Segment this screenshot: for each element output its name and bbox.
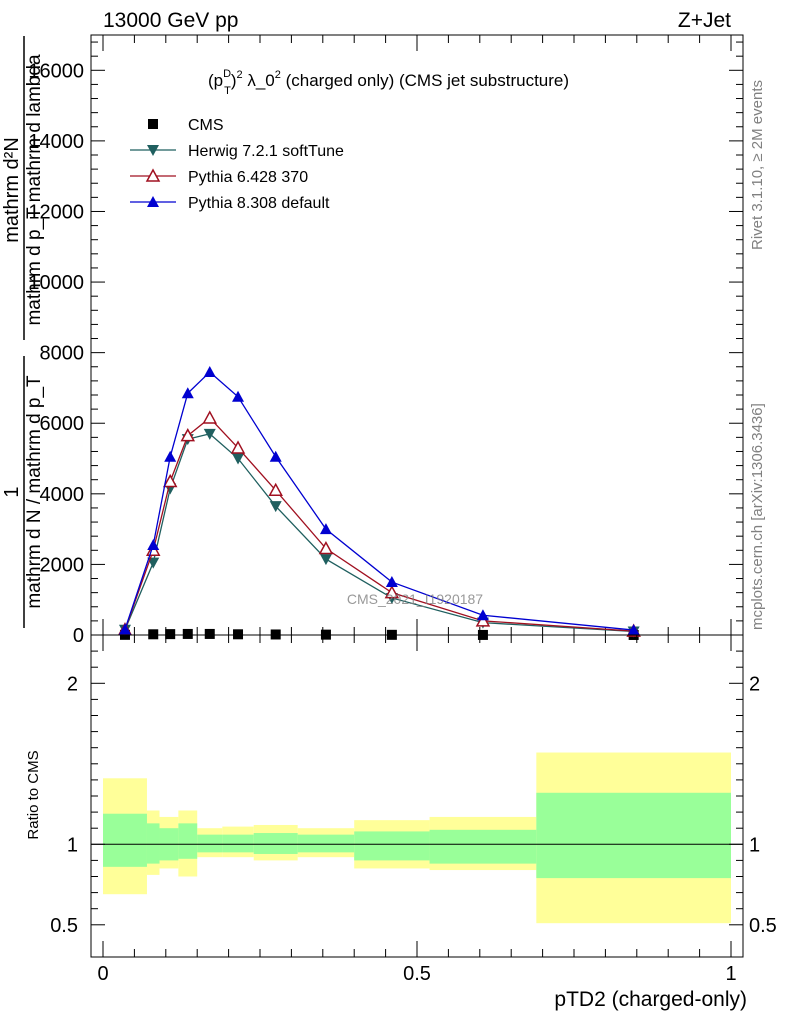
point-herwig-7-2-1-softtune <box>319 554 332 566</box>
analysis-watermark: CMS_2021_I1920187 <box>347 591 483 607</box>
legend-marker-cms <box>148 119 158 129</box>
point-cms <box>270 629 281 640</box>
point-pythia-8-308-default <box>269 450 282 462</box>
main-y-tick-label: 8000 <box>40 343 85 365</box>
ratio-y-tick-label: 2 <box>67 673 78 695</box>
point-pythia-8-308-default <box>147 539 160 550</box>
main-y-tick-label: 14000 <box>28 131 84 153</box>
point-cms <box>165 629 176 640</box>
header-energy-label: 13000 GeV pp <box>103 9 238 32</box>
legend-entry-pythia-6-428-370: Pythia 6.428 370 <box>188 169 308 186</box>
point-pythia-6-428-370 <box>202 410 218 424</box>
main-y-tick-label: 4000 <box>40 484 85 506</box>
main-y-tick-label: 16000 <box>28 60 84 82</box>
point-pythia-8-308-default <box>232 390 245 402</box>
legend: CMS Herwig 7.2.1 softTune Pythia 6.428 370… <box>130 117 344 212</box>
ratio-band-inner <box>178 823 198 859</box>
ratio-band-inner <box>536 792 731 879</box>
point-pythia-8-308-default <box>181 387 194 399</box>
ratio-y-tick-label: 0.5 <box>50 915 78 937</box>
point-pythia-8-308-default <box>118 623 131 635</box>
point-pythia-8-308-default <box>319 523 332 535</box>
y-label-top: mathrm d²N <box>1 137 23 243</box>
y-label-frac-den: mathrm d N / mathrm d p_T <box>24 375 45 609</box>
point-pythia-8-308-default <box>203 366 216 378</box>
ratio-band-inner <box>253 833 298 854</box>
legend-entry-pythia-8-308-default: Pythia 8.308 default <box>188 195 330 212</box>
ratio-y-tick-label-right: 2 <box>749 673 760 695</box>
point-pythia-8-308-default <box>385 576 398 588</box>
ratio-plot-frame <box>90 634 744 958</box>
point-cms <box>182 628 193 639</box>
point-pythia-6-428-370 <box>475 613 491 627</box>
ratio-x-ticks: 0 0.5 1 <box>97 635 737 985</box>
legend-entry-cms: CMS <box>188 117 224 134</box>
ratio-band-inner <box>197 834 223 853</box>
main-y-tick-label: 10000 <box>28 272 84 294</box>
main-y-tick-label: 12000 <box>28 201 84 223</box>
legend-marker-pythia-6-428-370 <box>145 168 161 182</box>
point-pythia-6-428-370 <box>230 440 246 454</box>
legend-marker-herwig-7-2-1-softtune <box>147 145 159 156</box>
point-cms <box>233 629 244 640</box>
point-pythia-6-428-370 <box>268 482 283 497</box>
x-tick-label: 0 <box>97 963 108 985</box>
ratio-y-ticks: 0.5 0.5 1 1 2 2 <box>50 650 777 937</box>
point-pythia-6-428-370 <box>384 585 400 599</box>
point-herwig-7-2-1-softtune <box>232 453 245 465</box>
point-pythia-6-428-370 <box>180 428 196 442</box>
ratio-plot-panel: 0.5 0.51 12 2 0 0.5 1 <box>50 634 777 985</box>
ratio-y-axis-label: Ratio to CMS <box>25 750 42 839</box>
ratio-band-inner <box>222 834 254 853</box>
point-pythia-8-308-default <box>627 624 640 636</box>
main-plot-panel: 0 2000 4000 6000 8000 10000 12000 14000 16000 <box>28 34 744 647</box>
ratio-band-inner <box>146 823 160 864</box>
legend-entry-herwig-7-2-1-softtune: Herwig 7.2.1 softTune <box>188 143 344 160</box>
ratio-y-tick-label-right: 0.5 <box>749 915 777 937</box>
plot-title: (pD T)2 λ_02 (charged only) (CMS jet subs… <box>208 68 569 97</box>
main-y-tick-label: 0 <box>73 625 84 647</box>
y-label-frac-num: 1 <box>1 486 23 497</box>
point-herwig-7-2-1-softtune <box>269 501 282 513</box>
x-tick-label: 0.5 <box>403 963 431 985</box>
rivet-version-label: Rivet 3.1.10, ≥ 2M events <box>749 80 766 250</box>
ratio-bands <box>103 752 731 924</box>
main-y-axis-label: 1 mathrm d N / mathrm d p_T mathrm d²N m… <box>1 36 45 628</box>
point-pythia-8-308-default <box>164 450 177 462</box>
legend-marker-pythia-8-308-default <box>147 196 159 207</box>
point-cms <box>204 628 215 639</box>
point-pythia-6-428-370 <box>318 540 334 555</box>
header-process-label: Z+Jet <box>678 9 731 32</box>
x-axis-label: pTD2 (charged-only) <box>554 988 747 1011</box>
main-y-tick-label: 6000 <box>40 413 85 435</box>
ratio-band-inner <box>429 829 537 864</box>
point-pythia-8-308-default <box>476 609 489 621</box>
main-y-tick-label: 2000 <box>40 554 85 576</box>
ratio-band-inner <box>297 834 355 853</box>
y-label-top-sub: mathrm d p_T mathrm d lambda <box>24 54 45 325</box>
ratio-y-tick-label-right: 1 <box>749 834 760 856</box>
point-cms <box>148 629 159 640</box>
ratio-band-inner <box>103 813 147 867</box>
mcplots-reference-label: mcplots.cern.ch [arXiv:1306.3436] <box>749 403 766 630</box>
x-tick-label: 1 <box>725 963 736 985</box>
point-pythia-6-428-370 <box>162 473 178 488</box>
main-y-ticks: 0 2000 4000 6000 8000 10000 12000 14000 16000 <box>28 41 743 647</box>
point-herwig-7-2-1-softtune <box>203 428 216 440</box>
ratio-y-tick-label: 1 <box>67 834 78 856</box>
ratio-band-inner <box>354 831 430 861</box>
